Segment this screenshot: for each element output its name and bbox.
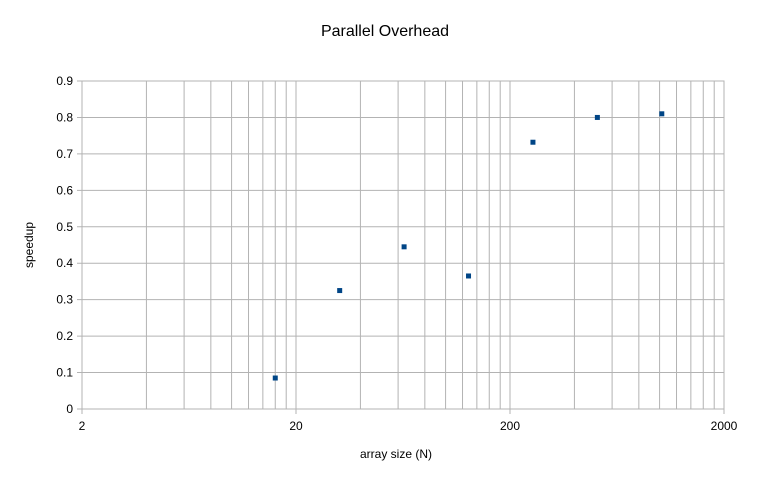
data-point: [594, 114, 600, 120]
y-tick-label: 0.5: [56, 220, 73, 234]
y-tick-label: 0.8: [56, 110, 73, 124]
x-tick-label: 2: [79, 419, 86, 433]
data-point: [272, 375, 278, 381]
y-tick-label: 0.6: [56, 183, 73, 197]
grid-lines: [77, 80, 725, 414]
data-point: [337, 288, 343, 294]
data-point: [530, 139, 536, 145]
data-point: [466, 273, 472, 279]
y-tick-label: 0.9: [56, 74, 73, 88]
y-tick-label: 0.1: [56, 366, 73, 380]
x-tick-label: 20: [289, 419, 303, 433]
data-points: [272, 111, 665, 381]
y-tick-label: 0: [66, 402, 73, 416]
plot-area-border: [81, 80, 725, 410]
y-tick-label: 0.2: [56, 329, 73, 343]
data-point: [401, 244, 407, 250]
tick-labels: 0 0.1 0.2 0.3 0.4 0.5 0.6 0.7 0.8 0.9 2 20 200 2000: [56, 74, 737, 433]
x-tick-label: 200: [500, 419, 520, 433]
y-tick-label: 0.7: [56, 147, 73, 161]
y-tick-label: 0.4: [56, 256, 73, 270]
chart-title: Parallel Overhead: [321, 23, 449, 40]
x-axis-label: array size (N): [360, 447, 432, 461]
data-point: [659, 111, 665, 117]
y-tick-label: 0.3: [56, 293, 73, 307]
y-axis-label: speedup: [22, 222, 36, 268]
x-tick-label: 2000: [711, 419, 738, 433]
